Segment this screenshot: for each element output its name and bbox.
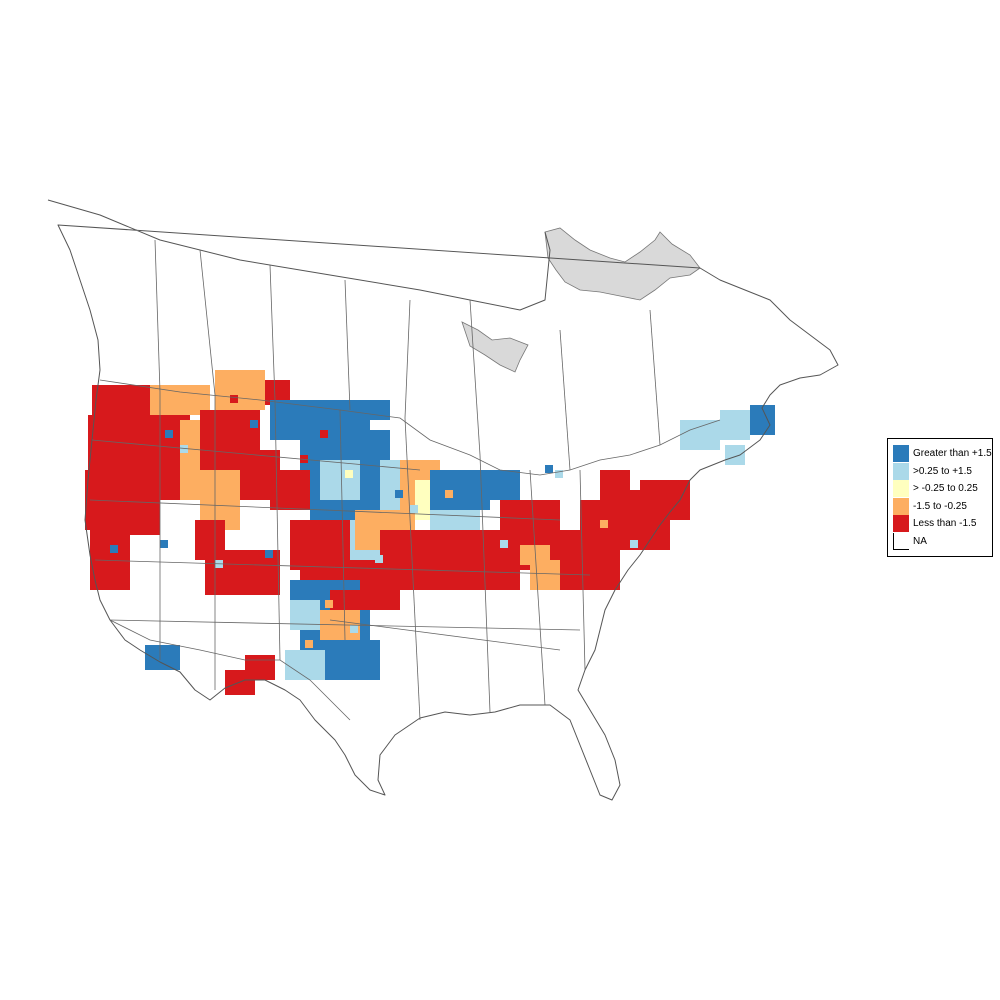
legend-swatch: [893, 515, 909, 533]
range-cell: [200, 505, 208, 513]
legend-item: Greater than +1.5: [893, 445, 992, 463]
range-cell: [345, 470, 353, 478]
range-cell: [375, 555, 383, 563]
us-canada-border: [99, 379, 721, 476]
range-cell: [500, 540, 508, 548]
legend-item: NA: [893, 532, 992, 551]
range-cell: [545, 465, 553, 473]
range-cell: [725, 445, 745, 465]
range-cell: [230, 395, 238, 403]
boundaries: [47, 199, 839, 801]
range-cell: [215, 370, 265, 410]
admin-lines: [89, 239, 661, 721]
range-cell: [160, 540, 168, 548]
range-cell: [195, 520, 203, 528]
us-mexico-border: [109, 619, 351, 721]
range-cell: [520, 545, 550, 565]
legend-item: >0.25 to +1.5: [893, 462, 992, 481]
range-cell: [165, 430, 173, 438]
range-cell: [245, 655, 275, 680]
range-cell: [270, 470, 310, 510]
legend-swatch: [893, 480, 909, 498]
range-cell: [680, 420, 720, 450]
legend: Greater than +1.5 >0.25 to +1.5 > -0.25 …: [887, 438, 993, 557]
range-cells: [85, 370, 775, 695]
range-cell: [120, 505, 160, 535]
legend-item: > -0.25 to 0.25: [893, 480, 992, 498]
range-cell: [445, 490, 453, 498]
legend-label: Greater than +1.5: [913, 448, 992, 460]
range-cell: [240, 575, 248, 583]
legend-swatch: [893, 445, 909, 463]
na-regions: [461, 227, 701, 373]
legend-swatch: [893, 497, 909, 515]
range-cell: [480, 470, 520, 500]
range-cell: [180, 445, 188, 453]
range-cell: [320, 430, 328, 438]
range-cell: [330, 590, 360, 610]
legend-item: -1.5 to -0.25: [893, 497, 992, 516]
range-cell: [320, 460, 360, 500]
range-cell: [250, 420, 258, 428]
range-cell: [120, 400, 128, 408]
range-cell: [360, 580, 400, 610]
range-cell: [265, 550, 273, 558]
legend-label: -1.5 to -0.25: [913, 500, 967, 512]
range-cell: [305, 640, 313, 648]
range-cell: [290, 600, 320, 630]
range-cell: [600, 470, 630, 500]
range-cell: [340, 400, 390, 420]
range-cell: [325, 600, 333, 608]
range-cell: [470, 545, 478, 553]
range-cell: [350, 625, 358, 633]
range-cell: [410, 505, 418, 513]
na-region-hudson: [544, 227, 701, 301]
legend-label: >0.25 to +1.5: [913, 465, 972, 477]
range-cell: [100, 560, 125, 590]
legend-label: Less than -1.5: [913, 518, 977, 530]
range-cell: [630, 540, 638, 548]
range-cell: [640, 480, 690, 520]
range-cell: [380, 530, 520, 590]
range-cell: [340, 640, 380, 680]
legend-swatch: [893, 462, 909, 480]
legend-item: Less than -1.5: [893, 515, 992, 533]
legend-label: > -0.25 to 0.25: [913, 483, 978, 495]
range-cell: [600, 520, 608, 528]
na-region-west-hudson: [461, 321, 529, 373]
continent-outline: [47, 199, 839, 801]
range-cell: [395, 490, 403, 498]
legend-swatch: [893, 532, 909, 550]
legend-label: NA: [913, 535, 927, 547]
range-cell: [145, 645, 180, 670]
range-cell: [285, 650, 325, 680]
range-cell: [110, 545, 118, 553]
range-cell: [540, 500, 560, 520]
range-cell: [555, 470, 563, 478]
range-cell: [720, 410, 750, 440]
